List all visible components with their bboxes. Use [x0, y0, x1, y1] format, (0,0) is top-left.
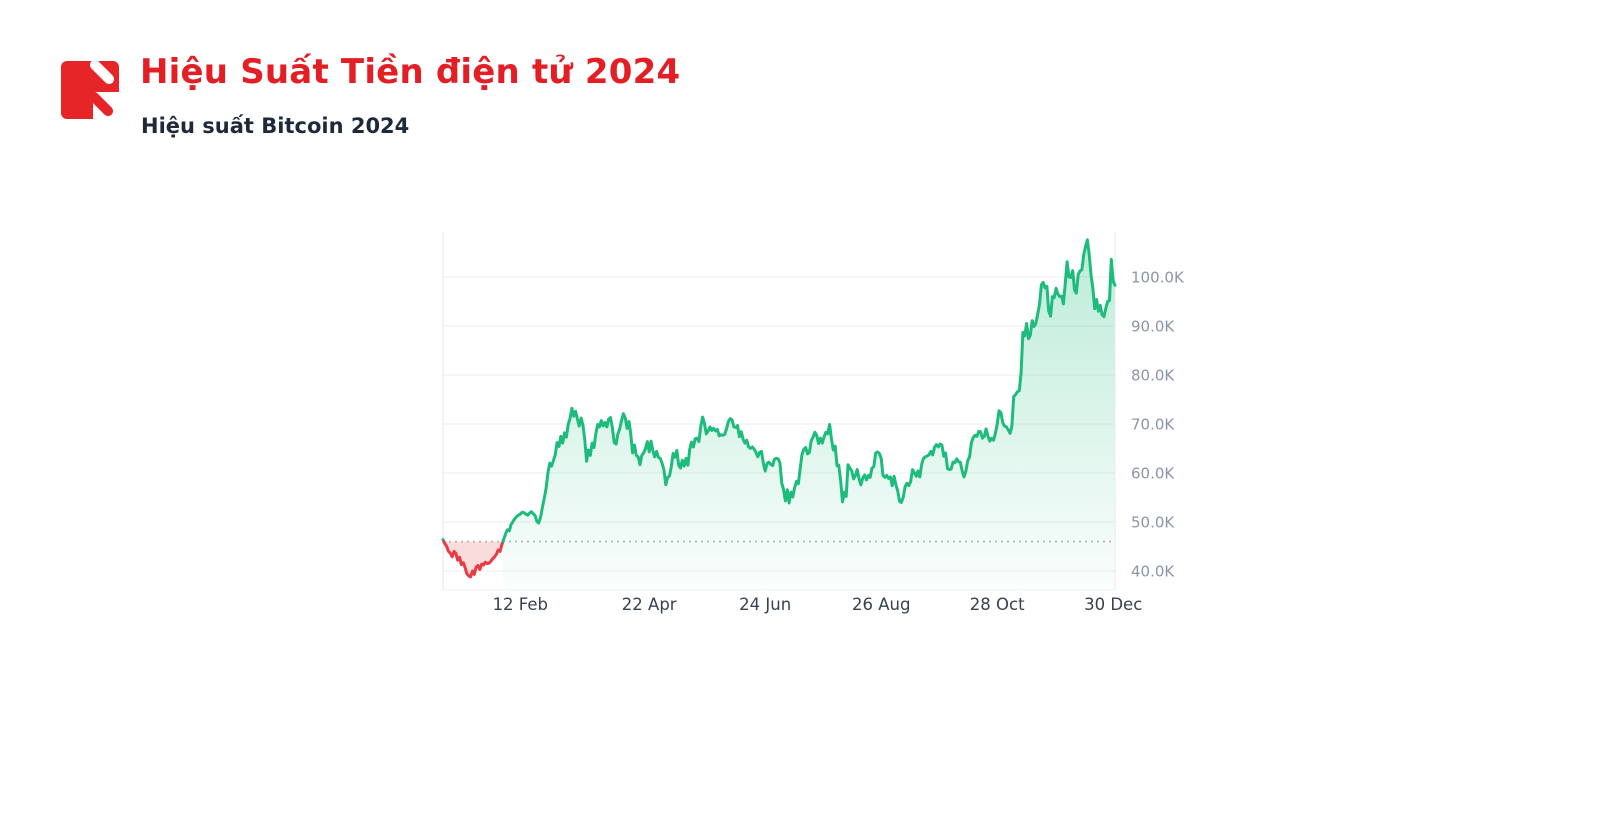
brand-logo [57, 57, 125, 125]
x-axis-label: 22 Apr [622, 595, 677, 614]
gain-area-fill [443, 539, 444, 590]
y-axis-label: 80.0K [1131, 367, 1175, 385]
x-axis-label: 26 Aug [852, 595, 910, 614]
y-axis-labels: 40.0K 50.0K 60.0K 70.0K 80.0K 90.0K 100.0K [1131, 269, 1185, 581]
x-axis-label: 12 Feb [493, 595, 548, 614]
x-axis-labels: 12 Feb 22 Apr 24 Jun 26 Aug 28 Oct 30 Dec [493, 595, 1143, 614]
y-axis-label: 70.0K [1131, 416, 1175, 434]
y-axis-label: 50.0K [1131, 514, 1175, 532]
x-axis-label: 24 Jun [739, 595, 791, 614]
x-axis-label: 30 Dec [1084, 595, 1142, 614]
x-axis-label: 28 Oct [970, 595, 1025, 614]
page-title: Hiệu Suất Tiền điện tử 2024 [140, 52, 681, 92]
y-axis-label: 40.0K [1131, 563, 1175, 581]
chart-subtitle: Hiệu suất Bitcoin 2024 [141, 114, 410, 138]
gain-area-fill [502, 239, 1115, 591]
y-axis-label: 90.0K [1131, 318, 1175, 336]
y-axis-label: 100.0K [1131, 269, 1185, 287]
y-axis-label: 60.0K [1131, 465, 1175, 483]
area-fills [443, 239, 1115, 591]
